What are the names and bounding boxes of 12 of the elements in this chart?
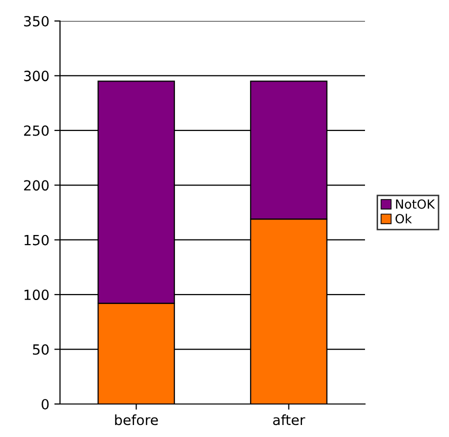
x-tick-label: after: [273, 414, 306, 426]
legend-label: NotOK: [396, 199, 436, 209]
y-tick-label: 100: [24, 290, 49, 300]
y-tick-label: 250: [24, 125, 49, 136]
y-tick-label: 0: [42, 398, 49, 410]
y-tick-label: 300: [24, 70, 49, 82]
y-tick-label: 200: [24, 180, 49, 191]
legend-label: Ok: [396, 214, 412, 224]
y-tick-label: 150: [24, 234, 49, 246]
x-tick-label: before: [115, 414, 158, 426]
y-tick-label: 50: [32, 344, 49, 355]
y-tick-label: 350: [24, 16, 49, 26]
